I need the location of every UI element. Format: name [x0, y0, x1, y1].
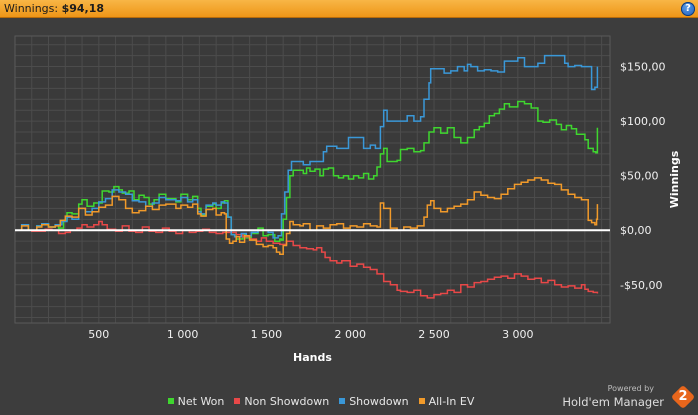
y-axis-label: Winnings	[668, 150, 681, 208]
y-tick-label: $100,00	[620, 115, 666, 128]
legend-label: Non Showdown	[244, 395, 330, 408]
x-tick-label: 2 500	[418, 328, 450, 341]
winnings-value: $94,18	[61, 2, 105, 15]
x-axis-label: Hands	[293, 351, 332, 364]
y-tick-label: $50,00	[620, 170, 659, 183]
chart-legend: Net Won Non Showdown Showdown All-In EV	[0, 395, 698, 411]
legend-label: Showdown	[349, 395, 409, 408]
branding: Powered by Hold'em Manager 2	[549, 384, 696, 412]
legend-item-showdown[interactable]: Showdown	[339, 395, 409, 408]
x-tick-label: 1 500	[251, 328, 283, 341]
x-tick-label: 500	[88, 328, 109, 341]
winnings-header: Winnings: $94,18 ?	[0, 0, 698, 18]
legend-item-non-showdown[interactable]: Non Showdown	[234, 395, 329, 408]
series-line-showdown	[15, 54, 599, 239]
series-line-non-showdown	[15, 220, 599, 299]
y-tick-label: -$50,00	[620, 279, 662, 292]
legend-label: Net Won	[177, 395, 225, 408]
logo-digit: 2	[678, 389, 688, 404]
x-tick-label: 2 000	[334, 328, 366, 341]
legend-item-net-won[interactable]: Net Won	[167, 395, 225, 408]
product-name: Hold'em Manager	[562, 395, 664, 409]
legend-label: All-In EV	[428, 395, 475, 408]
series-line-all-in-ev	[15, 177, 599, 256]
legend-swatch-icon	[167, 398, 174, 404]
powered-by-text: Powered by	[607, 384, 654, 393]
plot-border	[14, 35, 611, 324]
plot-area	[15, 36, 610, 323]
winnings-label-text: Winnings:	[4, 2, 59, 15]
x-tick-label: 1 000	[167, 328, 199, 341]
legend-swatch-icon	[339, 398, 346, 404]
winnings-chart: 500 1 000 1 500 2 000 2 500 3 000 $150,00 $100,…	[14, 35, 681, 364]
legend-swatch-icon	[418, 398, 425, 404]
y-tick-label: $150,00	[620, 61, 666, 74]
legend-swatch-icon	[234, 398, 241, 404]
x-tick-label: 3 000	[502, 328, 534, 341]
legend-item-all-in-ev[interactable]: All-In EV	[418, 395, 475, 408]
y-tick-label: $0,00	[620, 224, 652, 237]
help-icon[interactable]: ?	[681, 2, 695, 16]
winnings-label: Winnings: $94,18	[4, 2, 104, 15]
series-line-net-won	[15, 100, 599, 242]
